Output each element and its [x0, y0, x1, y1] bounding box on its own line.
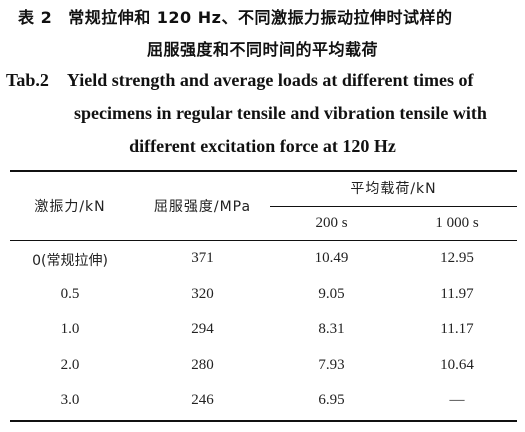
table-header-rule — [10, 240, 517, 241]
table-bottom-rule — [10, 420, 517, 422]
cell-load-200: 6.95 — [318, 392, 345, 408]
cell-force: 0(常规拉伸) — [32, 253, 108, 269]
table-title-cn: 常规拉伸和 120 Hz、不同激振力振动拉伸时试样的 — [68, 8, 453, 27]
table-title-en: Yield strength and average loads at diff… — [66, 70, 474, 90]
table-caption-en-line3: different excitation force at 120 Hz — [129, 136, 396, 156]
cell-force: 2.0 — [60, 357, 80, 373]
cell-force: 1.0 — [60, 321, 80, 337]
cell-load-1000: 10.64 — [440, 357, 474, 373]
header-time-200s: 200 s — [315, 215, 348, 231]
table-top-rule — [10, 170, 517, 172]
table-caption-cn-line1: 表 2 常规拉伸和 120 Hz、不同激振力振动拉伸时试样的 — [18, 4, 525, 28]
cell-load-200: 8.31 — [318, 321, 345, 337]
table-label-en: Tab.2 — [6, 70, 49, 90]
table-header-sub-rule — [270, 206, 517, 207]
cell-load-1000: 11.17 — [440, 321, 474, 337]
cell-load-1000: — — [449, 392, 465, 408]
cell-yield: 294 — [191, 321, 214, 337]
table-caption-en-line2: specimens in regular tensile and vibrati… — [74, 103, 487, 123]
cell-force: 3.0 — [60, 392, 80, 408]
header-average-load: 平均载荷/kN — [350, 181, 437, 197]
cell-load-1000: 12.95 — [440, 250, 474, 266]
table-caption-cn-line2: 屈服强度和不同时间的平均载荷 — [146, 40, 378, 59]
cell-load-200: 7.93 — [318, 357, 345, 373]
cell-yield: 371 — [191, 250, 214, 266]
cell-force: 0.5 — [60, 286, 80, 302]
table-label-cn: 表 2 — [18, 8, 53, 27]
cell-yield: 246 — [191, 392, 214, 408]
header-excitation-force: 激振力/kN — [34, 199, 106, 215]
table-caption-en-line1: Tab.2 Yield strength and average loads at… — [6, 70, 525, 91]
header-yield-strength: 屈服强度/MPa — [153, 199, 252, 215]
cell-yield: 320 — [191, 286, 214, 302]
cell-load-200: 10.49 — [314, 250, 349, 266]
header-time-1000s: 1 000 s — [435, 215, 479, 231]
cell-load-200: 9.05 — [318, 286, 345, 302]
cell-yield: 280 — [191, 357, 214, 373]
cell-load-1000: 11.97 — [440, 286, 474, 302]
